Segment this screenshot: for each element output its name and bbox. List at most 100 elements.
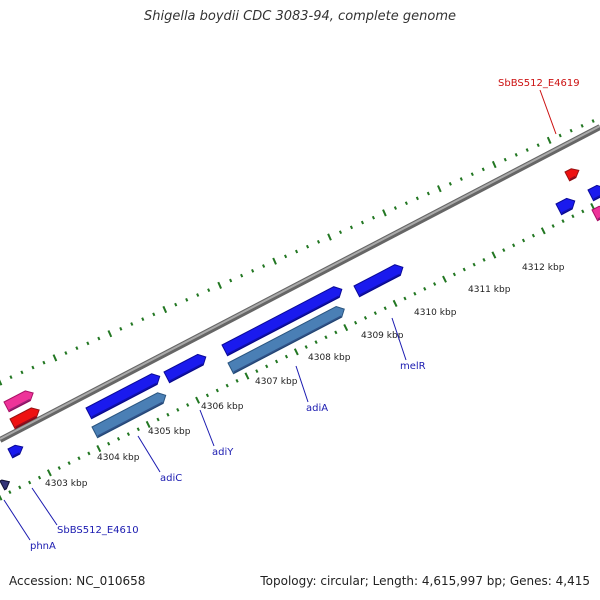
scale-tick [67,461,71,465]
scale-tick [349,225,354,230]
scale-tick [272,257,277,265]
scale-tick [130,322,134,326]
scale-tick [119,326,123,331]
scale-tick [404,201,408,206]
scale-tick [448,181,452,186]
scale-tick [116,437,121,441]
backbone [0,124,600,443]
scale-tick [525,148,529,152]
gene-label: melR [400,361,426,372]
gene-adiY-forward [163,353,207,384]
scale-tick [217,281,223,289]
scale-tick [521,238,526,243]
gene-label: adiY [212,447,234,458]
scale-tick [195,396,200,404]
tick-label: 4312 kbp [522,263,565,273]
gene-adiA-cds [227,306,345,375]
scale-tick [304,345,308,349]
scale-tick [324,335,328,340]
scale-tick [503,157,507,162]
scale-tick [482,257,486,262]
scale-tick [284,254,288,259]
scale-tick [540,227,546,235]
scale-tick [97,336,101,341]
scale-tick [426,191,430,196]
gene-label-leader [391,317,407,361]
gene-adiC-forward [85,373,161,420]
scale-tick [452,272,456,277]
scale-tick [8,490,12,495]
scale-tick [569,128,573,133]
tick-label: 4306 kbp [201,402,244,412]
scale-tick [472,262,476,267]
scale-tick [176,408,180,412]
gene-label: phnA [30,541,56,552]
gene-SbBS512_E4619 [564,168,580,182]
scale-tick [64,351,68,355]
gene-blue-right [555,197,576,216]
scale-tick [31,365,35,370]
scale-tick [373,311,377,315]
scale-tick [0,379,3,386]
scale-tick [437,185,442,193]
scale-tick [415,196,419,201]
gene-small-blue-left [7,444,24,459]
scale-tick [314,340,318,344]
scale-tick [433,282,437,286]
scale-tick [305,244,310,249]
scale-tick [18,485,22,490]
scale-tick [207,288,211,293]
gene-label-leader [31,487,58,526]
scale-tick [185,297,189,302]
scale-tick [274,359,279,364]
scale-tick [37,475,42,480]
scale-tick [75,346,79,351]
gene-label: adiC [160,473,182,484]
scale-tick [28,480,32,485]
tick-label: 4305 kbp [148,427,191,437]
scale-tick [87,451,91,456]
scale-tick [295,249,299,254]
scale-tick [251,268,255,273]
scale-tick [462,267,466,272]
scale-tick [126,432,131,436]
scale-tick [360,220,365,225]
scale-tick [145,420,151,428]
scale-tick [96,445,102,453]
scale-tick [502,248,506,253]
gene-label-leader [295,365,309,403]
scale-tick [571,214,575,219]
gene-label: adiA [306,403,328,414]
scale-tick [225,383,229,388]
scale-tick [262,264,266,268]
gene-dark-left [0,479,11,491]
tick-label: 4307 kbp [255,377,298,387]
gene-label-leader [3,499,31,541]
scale-tick [42,360,46,365]
scale-tick [136,427,140,432]
accession-text: Accession: NC_010658 [9,574,146,588]
scale-tick [229,278,233,283]
scale-tick [334,330,338,335]
scale-tick [371,215,376,220]
scale-tick [174,302,178,307]
scale-tick [152,312,156,317]
scale-tick [392,299,398,307]
scale-tick [581,209,585,214]
scale-tick [558,133,562,138]
tick-label: 4303 kbp [45,479,88,489]
scale-tick [551,224,555,228]
tick-label: 4309 kbp [361,331,404,341]
scale-tick [363,316,368,320]
scale-tick [393,206,397,210]
scale-tick [284,354,289,359]
scale-tick [316,239,321,244]
tick-label: 4311 kbp [468,285,511,295]
gene-red-left [9,407,40,430]
scale-tick [338,230,343,235]
scale-tick [205,393,210,398]
gene-melR-forward [353,264,404,298]
scale-tick [20,370,24,375]
scale-tick [491,251,497,259]
